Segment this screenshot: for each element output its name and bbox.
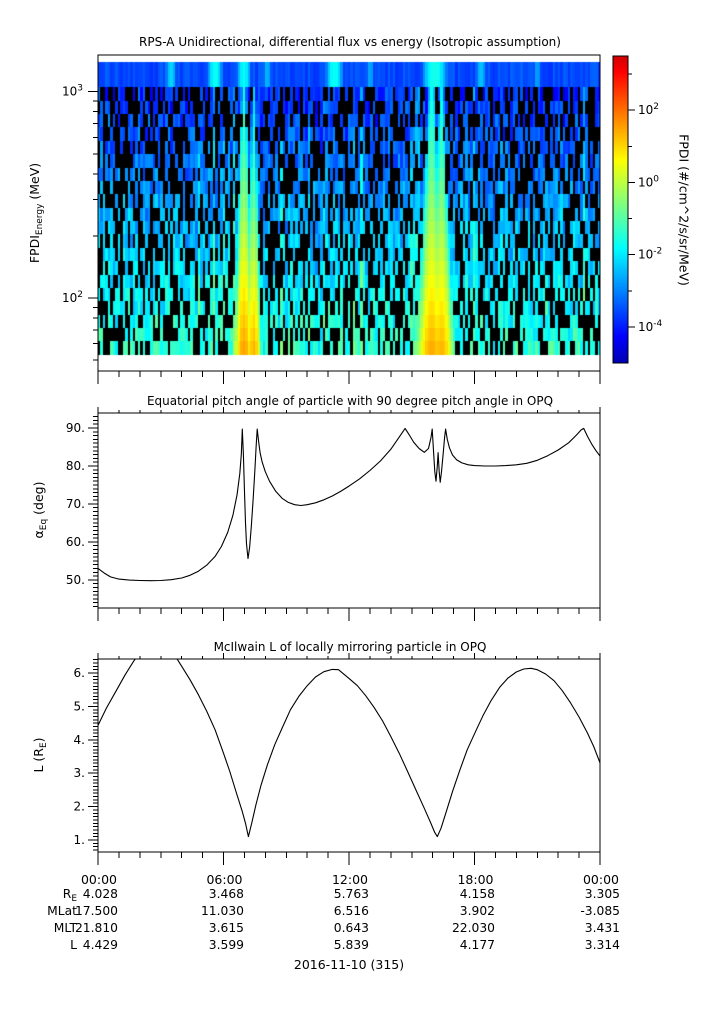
label-part: MLT [53, 921, 77, 935]
ephemeris-value: 4.177 [459, 938, 495, 952]
mcilwain-curve [98, 659, 600, 838]
cbar-tick-label: 10-4 [638, 319, 663, 334]
x-tick-time-label: 00:00 [583, 872, 619, 887]
ephemeris-value: 3.431 [584, 921, 620, 935]
label-part: E [71, 894, 77, 904]
ephemeris-value: 3.599 [208, 938, 244, 952]
y-tick-label: 70. [66, 497, 85, 511]
ephemeris-row-label: RE [0, 887, 77, 904]
spectrogram-canvas [98, 55, 600, 371]
spectrogram-title: RPS-A Unidirectional, differential flux … [139, 35, 561, 49]
y-tick-label: 50. [66, 573, 85, 587]
ephemeris-row-label: MLat [0, 904, 77, 918]
ephemeris-value: 4.158 [459, 887, 495, 901]
y-tick-label: 60. [66, 535, 85, 549]
y-tick-label: 90. [66, 421, 85, 435]
energy-tick-label: 102 [62, 290, 83, 305]
colorbar-frame [612, 55, 629, 364]
x-tick-time-label: 18:00 [457, 872, 493, 887]
pitch-angle-frame [97, 412, 601, 609]
ephemeris-value: 3.468 [208, 887, 244, 901]
ephemeris-value: 4.028 [82, 887, 118, 901]
ephemeris-value: 5.763 [333, 887, 369, 901]
y-tick-label: 3. [74, 766, 85, 780]
ephemeris-value: 3.314 [584, 938, 620, 952]
label-part: R [62, 887, 72, 901]
ephemeris-value: 22.030 [451, 921, 495, 935]
ephemeris-row-label: L [0, 938, 77, 952]
spectrogram-frame [97, 54, 601, 372]
ephemeris-row-label: MLT [0, 921, 77, 935]
colorbar-canvas [613, 56, 628, 363]
ephemeris-value: 4.429 [82, 938, 118, 952]
ephemeris-value: 21.810 [74, 921, 118, 935]
mcilwain-title: McIlwain L of locally mirroring particle… [213, 640, 487, 654]
y-tick-label: 2. [74, 800, 85, 814]
ephemeris-value: 17.500 [74, 904, 118, 918]
x-tick-time-label: 00:00 [81, 872, 117, 887]
date-label: 2016-11-10 (315) [293, 957, 405, 972]
ephemeris-value: 3.615 [208, 921, 244, 935]
ephemeris-value: -3.085 [580, 904, 620, 918]
label-part: MLat [47, 904, 77, 918]
ephemeris-value: 5.839 [333, 938, 369, 952]
ephemeris-value: 6.516 [333, 904, 369, 918]
ephemeris-value: 3.902 [459, 904, 495, 918]
y-tick-label: 80. [66, 459, 85, 473]
ephemeris-value: 3.305 [584, 887, 620, 901]
y-tick-label: 5. [74, 699, 85, 713]
y-tick-label: 6. [74, 666, 85, 680]
cbar-tick-label: 100 [638, 174, 659, 189]
ephemeris-value: 0.643 [333, 921, 369, 935]
y-tick-label: 1. [74, 833, 85, 847]
x-tick-time-label: 06:00 [206, 872, 242, 887]
ephemeris-value: 11.030 [200, 904, 244, 918]
cbar-tick-label: 10-2 [638, 247, 662, 262]
cbar-tick-label: 102 [638, 102, 659, 117]
pitch-angle-curve [98, 427, 600, 582]
x-tick-time-label: 12:00 [332, 872, 368, 887]
label-part: L [70, 938, 77, 952]
pitch-angle-title: Equatorial pitch angle of particle with … [146, 394, 554, 408]
mcilwain-frame [97, 658, 601, 853]
y-tick-label: 4. [74, 733, 85, 747]
energy-tick-label: 103 [62, 84, 83, 99]
